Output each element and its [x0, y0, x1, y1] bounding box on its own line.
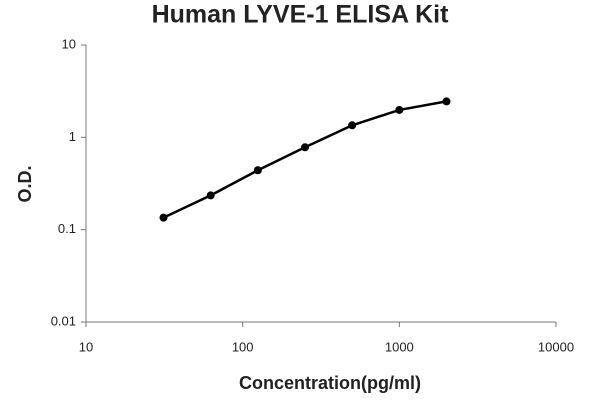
data-point	[159, 213, 168, 222]
y-tick-label: 1	[69, 129, 76, 144]
y-tick-label: 10	[62, 36, 76, 51]
data-point	[206, 191, 215, 200]
x-tick-label: 1000	[385, 339, 414, 354]
y-axis-label: O.D.	[15, 165, 35, 202]
x-axis-label: Concentration(pg/ml)	[239, 373, 421, 393]
y-tick-label: 0.1	[58, 221, 76, 236]
data-point	[301, 143, 310, 152]
y-tick-label: 0.01	[51, 313, 76, 328]
x-tick-label: 10000	[538, 339, 574, 354]
data-point	[442, 97, 451, 106]
data-line	[162, 100, 447, 219]
x-tick-label: 10	[79, 339, 93, 354]
chart-title: Human LYVE-1 ELISA Kit	[152, 1, 449, 29]
x-tick-label: 100	[232, 339, 254, 354]
data-point	[348, 121, 357, 130]
data-point	[395, 105, 404, 114]
data-point	[253, 166, 262, 175]
